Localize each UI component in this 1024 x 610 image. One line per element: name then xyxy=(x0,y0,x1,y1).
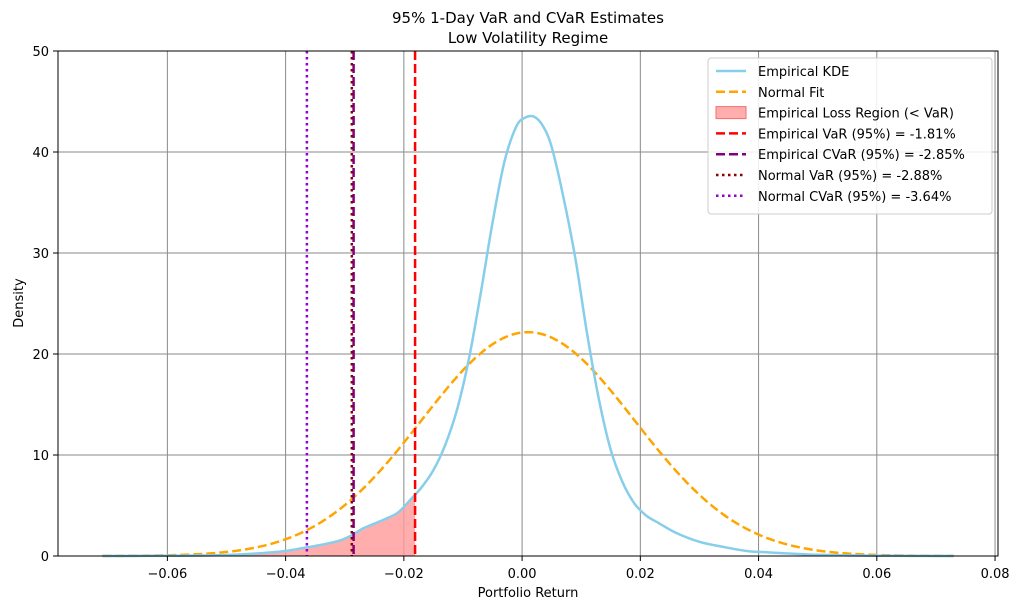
legend-box xyxy=(707,57,993,215)
x-tick-label: 0.04 xyxy=(744,567,773,582)
vline-layer xyxy=(305,51,417,556)
x-tick-label: 0.06 xyxy=(862,567,891,582)
y-tick-label: 0 xyxy=(41,550,49,565)
legend-item-loss-region-swatch xyxy=(715,106,747,120)
y-tick-label: 10 xyxy=(32,449,49,464)
chart-subtitle: Low Volatility Regime xyxy=(448,29,608,47)
series-layer xyxy=(102,114,954,558)
legend: Empirical KDE Normal Fit Empirical Loss Re… xyxy=(707,57,993,215)
normal-fit-line xyxy=(102,330,954,558)
legend-item-empirical-var-label: Empirical VaR (95%) = -1.81% xyxy=(758,127,956,142)
x-axis-ticks: −0.06 −0.04 −0.02 0.00 0.02 0.04 0.06 0.08 xyxy=(147,556,1010,582)
y-tick-label: 30 xyxy=(32,247,49,262)
x-tick-label: −0.06 xyxy=(147,567,187,582)
chart-title: 95% 1-Day VaR and CVaR Estimates xyxy=(392,9,664,27)
y-tick-label: 50 xyxy=(32,45,49,60)
x-tick-label: 0.08 xyxy=(981,567,1010,582)
legend-item-empirical-cvar-label: Empirical CVaR (95%) = -2.85% xyxy=(758,148,965,163)
legend-item-loss-region-label: Empirical Loss Region (< VaR) xyxy=(758,107,954,122)
legend-item-empirical-kde-label: Empirical KDE xyxy=(758,65,849,80)
x-axis-label: Portfolio Return xyxy=(478,586,579,601)
empirical-loss-region xyxy=(102,494,416,556)
x-tick-label: −0.04 xyxy=(266,567,306,582)
empirical-kde-line xyxy=(102,114,954,558)
legend-item-normal-fit-label: Normal Fit xyxy=(758,86,824,101)
plot-frame xyxy=(57,50,999,557)
y-tick-label: 40 xyxy=(32,146,49,161)
x-tick-label: 0.00 xyxy=(508,567,537,582)
y-axis-ticks: 0 10 20 30 40 50 xyxy=(32,45,58,565)
loss-region-layer xyxy=(102,494,416,556)
legend-item-normal-cvar-label: Normal CVaR (95%) = -3.64% xyxy=(758,190,951,205)
x-tick-label: −0.02 xyxy=(384,567,424,582)
x-tick-label: 0.02 xyxy=(626,567,655,582)
y-tick-label: 20 xyxy=(32,348,49,363)
legend-item-normal-var-label: Normal VaR (95%) = -2.88% xyxy=(758,169,942,184)
y-axis-label: Density xyxy=(12,278,27,328)
